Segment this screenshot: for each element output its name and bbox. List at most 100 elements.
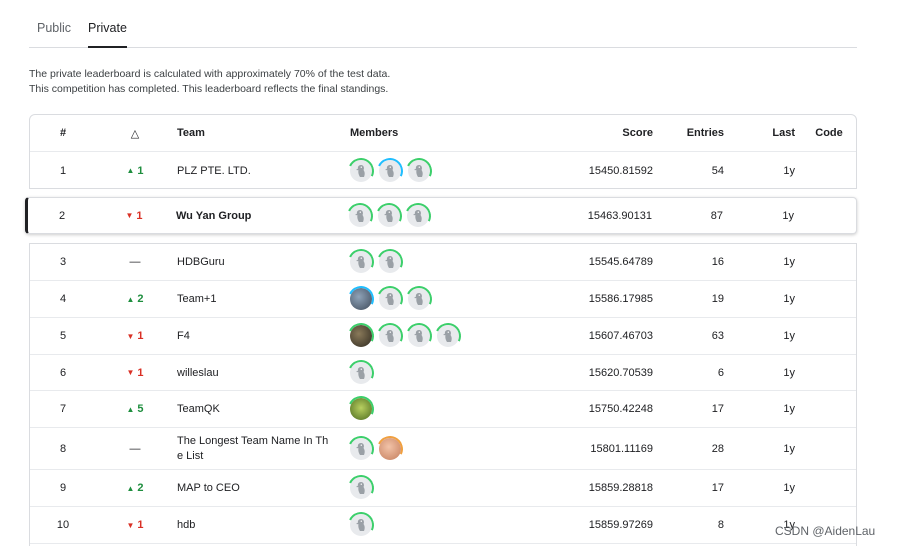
table-row[interactable]: 9 ▲ 2 MAP to CEO 15859.28818 17 1y xyxy=(30,470,856,507)
score-cell: 15620.70539 xyxy=(588,366,653,379)
member-avatar[interactable] xyxy=(437,325,459,347)
code-cell xyxy=(803,198,853,233)
member-avatar[interactable] xyxy=(408,159,430,182)
team-name[interactable]: MAP to CEO xyxy=(177,482,240,494)
team-name[interactable]: willeslau xyxy=(177,366,219,379)
rank-cell: 5 xyxy=(59,330,67,342)
member-avatar[interactable] xyxy=(379,325,401,347)
kaggle-goose-icon xyxy=(413,164,425,178)
last-submission-cell: 1y xyxy=(783,482,795,494)
member-avatar[interactable] xyxy=(350,437,372,460)
last-submission-cell: 1y xyxy=(783,330,795,342)
team-name[interactable]: TeamQK xyxy=(177,403,220,415)
team-name[interactable]: Wu Yan Group xyxy=(176,209,252,222)
leaderboard-description: The private leaderboard is calculated wi… xyxy=(29,67,390,97)
table-row[interactable]: 8 — The Longest Team Name In Th e List 15801… xyxy=(30,428,856,470)
arrow-up-icon: ▲ xyxy=(126,166,135,175)
header-delta[interactable]: △ xyxy=(130,127,140,140)
member-avatar[interactable] xyxy=(408,288,430,310)
header-members: Members xyxy=(350,127,399,139)
table-row[interactable]: 6 ▼ 1 willeslau 15620.70539 6 1y xyxy=(30,355,856,391)
member-avatar[interactable] xyxy=(408,325,430,347)
kaggle-goose-icon xyxy=(355,255,367,269)
rank-change: — xyxy=(110,428,160,469)
table-row[interactable]: 2 ▼ 1 Wu Yan Group 15463.90131 87 1y xyxy=(29,198,855,233)
member-avatar[interactable] xyxy=(350,514,372,536)
code-cell xyxy=(804,318,854,354)
last-submission-cell: 1y xyxy=(783,164,795,177)
table-row[interactable]: 1 ▲ 1 PLZ PTE. LTD. 15450.81592 54 1y xyxy=(30,152,856,189)
member-avatar[interactable] xyxy=(349,204,371,227)
rank-cell: 8 xyxy=(59,442,67,455)
entries-cell: 63 xyxy=(711,330,724,342)
member-avatar[interactable] xyxy=(350,361,372,384)
member-avatar[interactable] xyxy=(350,251,372,273)
rank-cell: 2 xyxy=(58,209,66,222)
code-cell xyxy=(804,244,854,280)
member-avatar[interactable] xyxy=(379,159,401,182)
kaggle-goose-icon xyxy=(355,366,367,380)
tab-private[interactable]: Private xyxy=(88,21,127,48)
arrow-up-icon: ▲ xyxy=(126,404,135,414)
member-avatar[interactable] xyxy=(379,288,401,310)
member-photo-avatar[interactable] xyxy=(350,325,372,347)
header-rank[interactable]: # xyxy=(59,127,67,139)
member-avatar[interactable] xyxy=(378,204,400,227)
score-cell: 15607.46703 xyxy=(588,330,653,342)
rank-change-value: 1 xyxy=(137,366,144,379)
rank-cell: 10 xyxy=(56,519,70,531)
member-avatar[interactable] xyxy=(350,477,372,499)
member-avatar[interactable] xyxy=(350,159,372,182)
score-cell: 15545.64789 xyxy=(588,256,653,268)
rank-change: ▲ 5 xyxy=(110,391,160,427)
header-entries[interactable]: Entries xyxy=(686,127,724,139)
team-name[interactable]: Team+1 xyxy=(177,293,217,305)
code-cell xyxy=(804,152,854,189)
code-cell xyxy=(804,428,854,469)
watermark: CSDN @AidenLau xyxy=(775,524,876,538)
rank-cell: 1 xyxy=(59,164,67,177)
rank-change: ▲ 2 xyxy=(110,281,160,317)
members-cell xyxy=(350,391,550,427)
header-score[interactable]: Score xyxy=(622,127,653,139)
rank-cell: 3 xyxy=(59,256,67,268)
description-line-1: The private leaderboard is calculated wi… xyxy=(29,68,391,80)
last-submission-cell: 1y xyxy=(783,519,795,531)
team-name[interactable]: PLZ PTE. LTD. xyxy=(177,164,251,177)
last-submission-cell: 1y xyxy=(783,256,795,268)
member-avatar[interactable] xyxy=(379,251,401,273)
table-row[interactable]: 10 ▼ 1 hdb 15859.97269 8 1y xyxy=(30,507,856,544)
table-row[interactable]: 4 ▲ 2 Team+1 15586.17985 19 1y xyxy=(30,281,856,318)
members-cell xyxy=(350,152,550,189)
kaggle-goose-icon xyxy=(355,518,367,532)
member-photo-avatar[interactable] xyxy=(350,288,372,310)
member-avatar[interactable] xyxy=(407,204,429,227)
tab-public[interactable]: Public xyxy=(37,21,72,35)
members-cell xyxy=(350,428,550,469)
members-cell xyxy=(350,281,550,317)
table-row[interactable]: 5 ▼ 1 F4 15607.46703 63 1y xyxy=(30,318,856,355)
member-photo-avatar[interactable] xyxy=(379,437,401,460)
member-photo-avatar[interactable] xyxy=(350,398,372,420)
team-name[interactable]: hdb xyxy=(177,519,196,531)
code-cell xyxy=(804,391,854,427)
members-cell xyxy=(350,244,550,280)
team-name[interactable]: The Longest Team Name In Th e List xyxy=(177,428,337,469)
last-submission-cell: 1y xyxy=(783,403,795,415)
header-team[interactable]: Team xyxy=(177,127,205,139)
members-cell xyxy=(350,507,550,543)
entries-cell: 17 xyxy=(711,403,724,415)
team-name[interactable]: HDBGuru xyxy=(177,256,225,268)
kaggle-goose-icon xyxy=(383,209,395,223)
table-row[interactable]: 3 — HDBGuru 15545.64789 16 1y xyxy=(30,244,856,281)
rank-change: — xyxy=(110,244,160,280)
rank-change: ▲ 1 xyxy=(110,152,160,189)
arrow-down-icon: ▼ xyxy=(126,520,135,530)
arrow-up-icon: ▲ xyxy=(126,294,135,304)
members-cell xyxy=(349,198,549,233)
arrow-down-icon: ▼ xyxy=(126,368,135,377)
header-last[interactable]: Last xyxy=(772,127,795,139)
team-name[interactable]: F4 xyxy=(177,330,190,342)
table-header: # △ Team Members Score Entries Last Code xyxy=(30,115,856,152)
table-row[interactable]: 7 ▲ 5 TeamQK 15750.42248 17 1y xyxy=(30,391,856,428)
